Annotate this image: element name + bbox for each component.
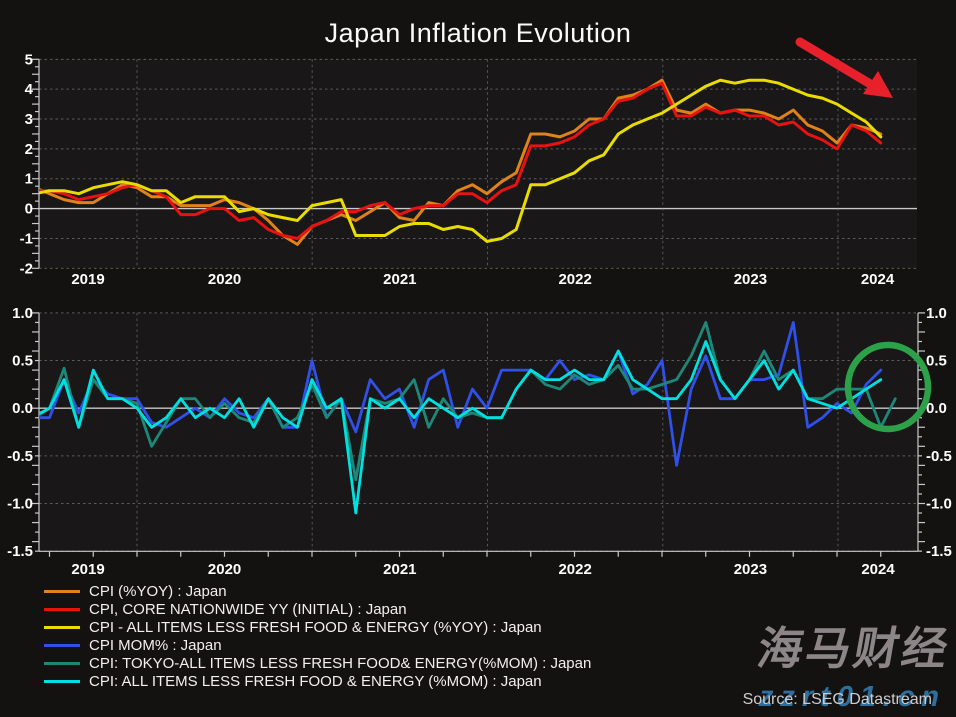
legend-swatch bbox=[44, 679, 80, 683]
y-axis-tick-label-right: 1.0 bbox=[926, 305, 947, 322]
y-axis-tick-label-right: -1.5 bbox=[926, 543, 952, 560]
y-axis-tick-label-right: -1.0 bbox=[926, 496, 952, 513]
y-axis-tick-label: 2 bbox=[25, 141, 33, 158]
highlight-circle-annotation bbox=[844, 341, 932, 433]
y-axis-tick-label: 1.0 bbox=[12, 305, 33, 322]
annotations bbox=[795, 37, 932, 433]
x-axis-year-label: 2021 bbox=[383, 561, 416, 578]
legend-swatch bbox=[44, 662, 80, 665]
x-axis-year-label: 2019 bbox=[71, 271, 104, 288]
x-axis-year-label: 2022 bbox=[558, 561, 591, 578]
plot-area bbox=[39, 312, 918, 552]
legend-item-label: CPI: TOKYO-ALL ITEMS LESS FRESH FOOD& EN… bbox=[89, 655, 592, 672]
x-axis-year-label: 2022 bbox=[558, 271, 591, 288]
legend-swatch bbox=[44, 608, 80, 612]
trend-arrow-shaft bbox=[795, 37, 877, 90]
y-axis-tick-label-right: -0.5 bbox=[926, 448, 952, 465]
x-axis-year-label: 2020 bbox=[208, 271, 241, 288]
x-axis-year-label: 2019 bbox=[71, 561, 104, 578]
x-axis-year-label: 2020 bbox=[208, 561, 241, 578]
y-axis-tick-label-right: 0.5 bbox=[926, 353, 947, 370]
y-axis-tick-label: -0.5 bbox=[7, 448, 33, 465]
y-axis-tick-label: 3 bbox=[25, 111, 33, 128]
page-title: Japan Inflation Evolution bbox=[324, 18, 632, 48]
legend-item: CPI (%YOY) : Japan bbox=[44, 583, 591, 601]
legend-item-label: CPI: ALL ITEMS LESS FRESH FOOD & ENERGY … bbox=[89, 672, 542, 690]
chart-panel-month-over-month bbox=[32, 312, 925, 557]
x-axis-year-label: 2023 bbox=[734, 561, 767, 578]
y-axis-tick-label: 5 bbox=[25, 51, 33, 68]
y-axis-tick-label: 0 bbox=[25, 201, 33, 218]
series-line bbox=[39, 81, 883, 240]
legend-swatch bbox=[44, 644, 80, 648]
legend-item: CPI, CORE NATIONWIDE YY (INITIAL) : Japa… bbox=[44, 601, 591, 619]
y-axis-tick-label: -1.0 bbox=[7, 496, 33, 513]
legend-item: CPI MOM% : Japan bbox=[44, 637, 591, 655]
y-axis-tick-label: 0.5 bbox=[12, 353, 33, 370]
series-line bbox=[39, 78, 883, 246]
legend-item: CPI - ALL ITEMS LESS FRESH FOOD & ENERGY… bbox=[44, 619, 591, 637]
plot-area bbox=[39, 59, 917, 269]
legend-item: CPI: TOKYO-ALL ITEMS LESS FRESH FOOD& EN… bbox=[44, 655, 591, 673]
x-axis-year-label: 2024 bbox=[861, 271, 895, 288]
y-axis-tick-label-right: 0.0 bbox=[926, 400, 947, 417]
legend-item-label: CPI - ALL ITEMS LESS FRESH FOOD & ENERGY… bbox=[89, 619, 542, 637]
watermark-brand: 海马财经 bbox=[753, 623, 955, 674]
series-line bbox=[39, 340, 883, 515]
y-axis-tick-label: 0.0 bbox=[12, 400, 33, 417]
x-axis-year-label: 2023 bbox=[734, 271, 767, 288]
legend-item: CPI: ALL ITEMS LESS FRESH FOOD & ENERGY … bbox=[44, 672, 591, 690]
y-axis-tick-label: -1 bbox=[20, 230, 33, 247]
x-axis-year-label: 2021 bbox=[383, 271, 416, 288]
trend-arrow-head-icon bbox=[863, 71, 893, 98]
y-axis-tick-label: 1 bbox=[25, 171, 33, 188]
source-label: Source: LSEG Datastream bbox=[742, 691, 932, 708]
y-axis-tick-label: -1.5 bbox=[7, 543, 33, 560]
legend-item-label: CPI, CORE NATIONWIDE YY (INITIAL) : Japa… bbox=[89, 601, 407, 619]
legend-swatch bbox=[44, 590, 80, 594]
legend-item-label: CPI (%YOY) : Japan bbox=[89, 583, 227, 601]
chart-panel-year-over-year bbox=[32, 58, 917, 269]
y-axis-tick-label: -2 bbox=[20, 260, 33, 277]
legend-item-label: CPI MOM% : Japan bbox=[89, 637, 222, 655]
legend-swatch bbox=[44, 626, 80, 630]
x-axis-year-label: 2024 bbox=[861, 561, 895, 578]
series-line bbox=[39, 78, 883, 243]
y-axis-tick-label: 4 bbox=[25, 81, 34, 98]
legend: CPI (%YOY) : Japan CPI, CORE NATIONWIDE Y… bbox=[44, 583, 591, 690]
